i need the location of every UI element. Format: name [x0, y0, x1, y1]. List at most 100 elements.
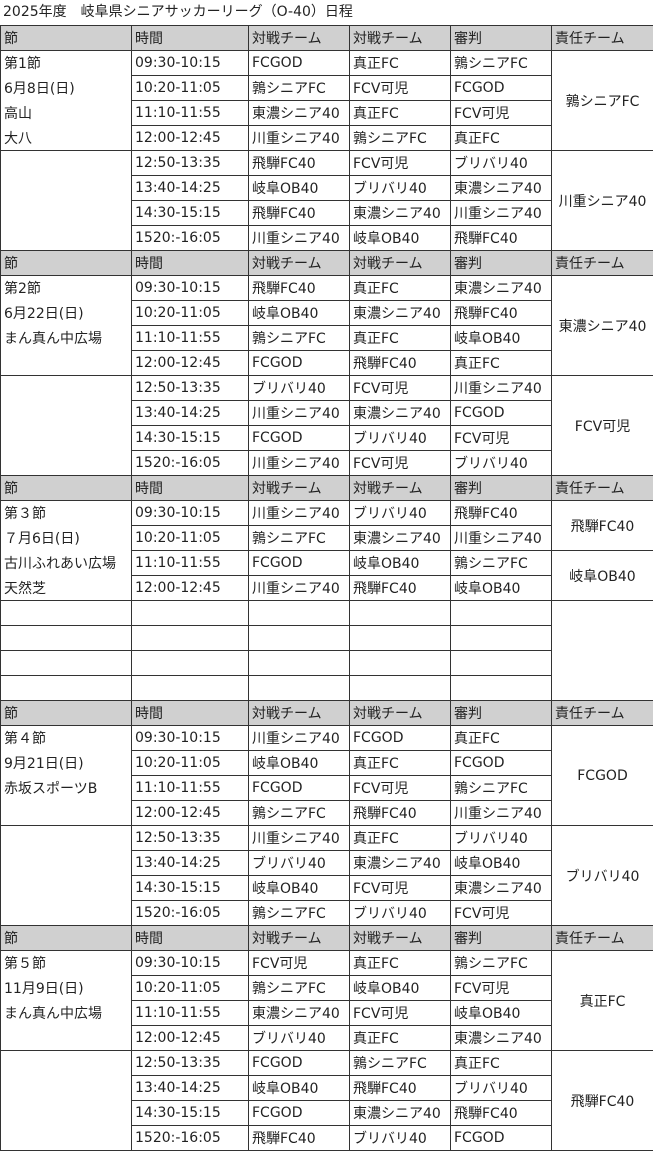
- round-cell: [0, 350, 132, 376]
- header-row: 節時間 対戦チーム 対戦チーム 審判 責任チーム: [0, 700, 653, 726]
- team-b-cell: 東濃シニア40: [349, 525, 451, 551]
- referee-cell: [450, 625, 552, 651]
- team-a-cell: FCGOD: [248, 1100, 350, 1126]
- team-a-cell: 川重シニア40: [248, 500, 350, 526]
- table-row: まん真ん中広場 11:10-11:55 東濃シニア40 FCV可児 岐阜OB40: [0, 1000, 653, 1026]
- time-cell: 14:30-15:15: [131, 875, 249, 901]
- team-b-cell: FCV可児: [349, 450, 451, 476]
- table-row: 高山 11:10-11:55 東濃シニア40 真正FC FCV可児: [0, 100, 653, 126]
- round-cell: 高山: [0, 100, 132, 126]
- team-a-cell: 飛騨FC40: [248, 150, 350, 176]
- team-b-cell: 東濃シニア40: [349, 300, 451, 326]
- team-a-cell: [248, 600, 350, 626]
- round-cell: [0, 375, 132, 401]
- responsible-team-cell: [551, 600, 653, 701]
- column-header: 節: [0, 25, 132, 51]
- table-row: 1520:-16:05 飛騨FC40 ブリバリ40 FCGOD: [0, 1125, 653, 1151]
- team-a-cell: 岐阜OB40: [248, 175, 350, 201]
- time-cell: 10:20-11:05: [131, 750, 249, 776]
- time-cell: 14:30-15:15: [131, 200, 249, 226]
- time-cell: 1520:-16:05: [131, 900, 249, 926]
- time-cell: [131, 625, 249, 651]
- column-header: 審判: [450, 25, 552, 51]
- round-cell: [0, 1125, 132, 1151]
- time-cell: [131, 600, 249, 626]
- team-b-cell: FCV可児: [349, 75, 451, 101]
- team-b-cell: ブリバリ40: [349, 425, 451, 451]
- time-cell: 09:30-10:15: [131, 500, 249, 526]
- team-a-cell: FCGOD: [248, 775, 350, 801]
- time-cell: 12:00-12:45: [131, 350, 249, 376]
- time-cell: 13:40-14:25: [131, 175, 249, 201]
- team-a-cell: FCGOD: [248, 425, 350, 451]
- team-b-cell: 真正FC: [349, 950, 451, 976]
- round-cell: [0, 675, 132, 701]
- round-cell: [0, 150, 132, 176]
- team-a-cell: 鶉シニアFC: [248, 800, 350, 826]
- round-cell: 9月21日(日): [0, 750, 132, 776]
- column-header: 対戦チーム: [349, 250, 451, 276]
- team-a-cell: 鶉シニアFC: [248, 525, 350, 551]
- team-a-cell: 飛騨FC40: [248, 200, 350, 226]
- responsible-team-cell: 川重シニア40: [551, 150, 653, 251]
- time-cell: 11:10-11:55: [131, 325, 249, 351]
- team-b-cell: [349, 600, 451, 626]
- referee-cell: 東濃シニア40: [450, 1025, 552, 1051]
- team-a-cell: 鶉シニアFC: [248, 75, 350, 101]
- table-row: 赤坂スポーツB 11:10-11:55 FCGOD FCV可児 鶉シニアFC: [0, 775, 653, 801]
- team-b-cell: 真正FC: [349, 325, 451, 351]
- column-header: 審判: [450, 925, 552, 951]
- round-cell: [0, 650, 132, 676]
- column-header: 審判: [450, 700, 552, 726]
- team-a-cell: 川重シニア40: [248, 725, 350, 751]
- table-row: 第５節 09:30-10:15 FCV可児 真正FC 鶉シニアFC 真正FC: [0, 950, 653, 1051]
- round-cell: [0, 800, 132, 826]
- time-cell: 09:30-10:15: [131, 50, 249, 76]
- table-row: ７月6日(日) 10:20-11:05 鶉シニアFC 東濃シニア40 川重シニア40: [0, 525, 653, 551]
- column-header: 審判: [450, 475, 552, 501]
- team-a-cell: 東濃シニア40: [248, 100, 350, 126]
- team-a-cell: FCGOD: [248, 50, 350, 76]
- responsible-team-cell: FCGOD: [551, 725, 653, 826]
- time-cell: 1520:-16:05: [131, 225, 249, 251]
- round-cell: [0, 425, 132, 451]
- column-header: 対戦チーム: [248, 25, 350, 51]
- referee-cell: FCGOD: [450, 750, 552, 776]
- column-header: 時間: [131, 700, 249, 726]
- team-a-cell: FCGOD: [248, 1050, 350, 1076]
- time-cell: 11:10-11:55: [131, 100, 249, 126]
- team-a-cell: [248, 650, 350, 676]
- round-cell: 天然芝: [0, 575, 132, 601]
- referee-cell: 飛騨FC40: [450, 300, 552, 326]
- team-a-cell: ブリバリ40: [248, 375, 350, 401]
- column-header: 対戦チーム: [349, 700, 451, 726]
- referee-cell: 岐阜OB40: [450, 850, 552, 876]
- referee-cell: [450, 650, 552, 676]
- round-cell: [0, 825, 132, 851]
- team-a-cell: 川重シニア40: [248, 450, 350, 476]
- referee-cell: FCV可児: [450, 975, 552, 1001]
- header-row: 節時間 対戦チーム 対戦チーム 審判 責任チーム: [0, 475, 653, 501]
- team-a-cell: [248, 625, 350, 651]
- time-cell: 10:20-11:05: [131, 975, 249, 1001]
- referee-cell: ブリバリ40: [450, 150, 552, 176]
- referee-cell: ブリバリ40: [450, 825, 552, 851]
- time-cell: [131, 650, 249, 676]
- column-header: 対戦チーム: [248, 925, 350, 951]
- team-b-cell: 岐阜OB40: [349, 975, 451, 1001]
- team-b-cell: FCV可児: [349, 775, 451, 801]
- time-cell: 13:40-14:25: [131, 400, 249, 426]
- time-cell: [131, 675, 249, 701]
- column-header: 対戦チーム: [248, 250, 350, 276]
- referee-cell: 川重シニア40: [450, 800, 552, 826]
- referee-cell: 鶉シニアFC: [450, 550, 552, 576]
- team-a-cell: ブリバリ40: [248, 1025, 350, 1051]
- team-a-cell: FCGOD: [248, 350, 350, 376]
- round-cell: [0, 600, 132, 626]
- column-header: 節: [0, 700, 132, 726]
- referee-cell: 岐阜OB40: [450, 1000, 552, 1026]
- column-header: 対戦チーム: [349, 25, 451, 51]
- team-b-cell: 東濃シニア40: [349, 1100, 451, 1126]
- time-cell: 14:30-15:15: [131, 1100, 249, 1126]
- round-cell: [0, 625, 132, 651]
